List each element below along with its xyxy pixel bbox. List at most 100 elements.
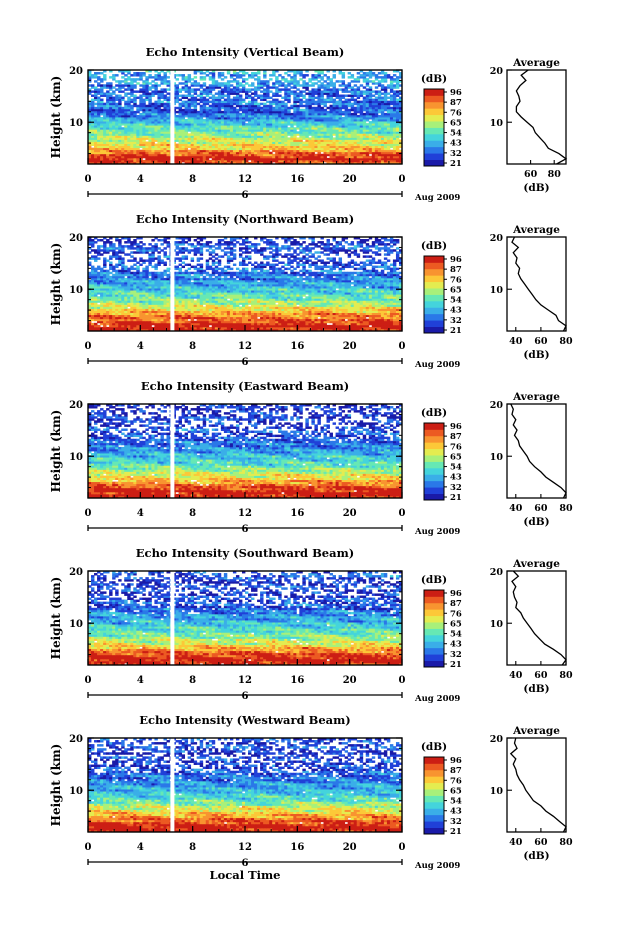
heatmap-title: Echo Intensity (Eastward Beam) bbox=[141, 379, 349, 393]
date-label: Aug 2009 bbox=[414, 861, 460, 871]
panel-3: Echo Intensity (Eastward Beam)2010Height… bbox=[49, 379, 573, 537]
average-x-label: (dB) bbox=[523, 850, 549, 862]
average-title: Average bbox=[512, 391, 560, 403]
x-tick-label: 12 bbox=[238, 842, 252, 853]
x-tick-label: 4 bbox=[137, 842, 144, 853]
colorbar bbox=[424, 89, 444, 166]
colorbar-tick-label: 76 bbox=[450, 275, 462, 285]
heatmap-title: Echo Intensity (Vertical Beam) bbox=[146, 45, 345, 59]
panel-1: Echo Intensity (Vertical Beam)2010Height… bbox=[49, 45, 566, 203]
average-x-tick-label: 80 bbox=[559, 837, 573, 848]
y-axis-label: Height (km) bbox=[49, 410, 63, 493]
average-y-tick-label: 10 bbox=[490, 786, 504, 797]
average-profile-line bbox=[516, 70, 566, 164]
y-axis-label: Height (km) bbox=[49, 577, 63, 660]
y-axis-label: Height (km) bbox=[49, 744, 63, 827]
y-tick-label: 20 bbox=[69, 734, 83, 745]
colorbar-tick-label: 21 bbox=[450, 326, 462, 336]
x-tick-label: 4 bbox=[137, 341, 144, 352]
heatmap-cells bbox=[88, 70, 402, 164]
average-x-tick-label: 60 bbox=[534, 670, 548, 681]
x-tick-label: 0 bbox=[399, 675, 406, 686]
x-tick-label: 8 bbox=[189, 341, 196, 352]
date-label: Aug 2009 bbox=[414, 694, 460, 704]
colorbar-label: (dB) bbox=[421, 574, 447, 586]
heatmap-cells bbox=[88, 571, 402, 665]
x-tick-label: 20 bbox=[343, 675, 357, 686]
colorbar-tick-label: 96 bbox=[450, 756, 462, 766]
x-tick-label: 8 bbox=[189, 675, 196, 686]
heatmap-cells bbox=[88, 404, 402, 498]
colorbar-tick-label: 96 bbox=[450, 422, 462, 432]
date-label: Aug 2009 bbox=[414, 527, 460, 537]
heatmap-cells bbox=[88, 738, 402, 832]
average-x-tick-label: 80 bbox=[559, 336, 573, 347]
y-tick-label: 10 bbox=[69, 786, 83, 797]
data-gap bbox=[170, 738, 174, 832]
colorbar-tick-label: 32 bbox=[450, 149, 462, 159]
average-x-tick-label: 80 bbox=[548, 169, 562, 180]
panel-4: Echo Intensity (Southward Beam)2010Heigh… bbox=[49, 546, 573, 704]
colorbar-tick-label: 96 bbox=[450, 88, 462, 98]
x-tick-label: 12 bbox=[238, 174, 252, 185]
heatmap-cells bbox=[88, 237, 402, 331]
data-gap bbox=[170, 237, 174, 331]
average-x-tick-label: 60 bbox=[534, 336, 548, 347]
x-tick-label: 4 bbox=[137, 508, 144, 519]
colorbar-tick-label: 87 bbox=[450, 98, 462, 108]
x-tick-label: 20 bbox=[343, 341, 357, 352]
average-y-tick-label: 20 bbox=[490, 66, 504, 77]
data-gap bbox=[170, 404, 174, 498]
colorbar-tick-label: 54 bbox=[450, 296, 462, 306]
colorbar-tick-label: 65 bbox=[450, 786, 462, 796]
average-x-tick-label: 60 bbox=[524, 169, 538, 180]
date-marker: 6 bbox=[242, 524, 249, 535]
x-tick-label: 0 bbox=[85, 675, 92, 686]
average-profile-line bbox=[512, 571, 566, 665]
y-tick-label: 10 bbox=[69, 118, 83, 129]
colorbar-tick-label: 43 bbox=[450, 640, 462, 650]
colorbar-tick-label: 76 bbox=[450, 108, 462, 118]
date-label: Aug 2009 bbox=[414, 360, 460, 370]
average-profile-line bbox=[512, 237, 566, 331]
colorbar-tick-label: 21 bbox=[450, 159, 462, 169]
average-y-tick-label: 10 bbox=[490, 619, 504, 630]
average-x-tick-label: 80 bbox=[559, 670, 573, 681]
y-tick-label: 20 bbox=[69, 567, 83, 578]
y-tick-label: 10 bbox=[69, 619, 83, 630]
x-tick-label: 0 bbox=[399, 174, 406, 185]
colorbar-tick-label: 76 bbox=[450, 609, 462, 619]
colorbar-tick-label: 87 bbox=[450, 599, 462, 609]
x-tick-label: 20 bbox=[343, 174, 357, 185]
colorbar-tick-label: 21 bbox=[450, 660, 462, 670]
colorbar-tick-label: 87 bbox=[450, 766, 462, 776]
y-tick-label: 20 bbox=[69, 66, 83, 77]
date-marker: 6 bbox=[242, 357, 249, 368]
colorbar-tick-label: 87 bbox=[450, 265, 462, 275]
average-x-label: (dB) bbox=[523, 182, 549, 194]
colorbar-tick-label: 76 bbox=[450, 776, 462, 786]
average-title: Average bbox=[512, 725, 560, 737]
x-tick-label: 20 bbox=[343, 842, 357, 853]
average-y-tick-label: 20 bbox=[490, 400, 504, 411]
average-title: Average bbox=[512, 558, 560, 570]
colorbar-tick-label: 65 bbox=[450, 452, 462, 462]
x-tick-label: 0 bbox=[85, 341, 92, 352]
y-tick-label: 20 bbox=[69, 233, 83, 244]
date-label: Aug 2009 bbox=[414, 193, 460, 203]
colorbar-tick-label: 54 bbox=[450, 630, 462, 640]
average-x-label: (dB) bbox=[523, 516, 549, 528]
average-y-tick-label: 10 bbox=[490, 118, 504, 129]
x-tick-label: 12 bbox=[238, 341, 252, 352]
average-frame bbox=[507, 70, 566, 164]
x-tick-label: 4 bbox=[137, 675, 144, 686]
average-x-tick-label: 80 bbox=[559, 503, 573, 514]
average-frame bbox=[507, 738, 566, 832]
colorbar-tick-label: 32 bbox=[450, 316, 462, 326]
average-x-label: (dB) bbox=[523, 683, 549, 695]
average-x-tick-label: 40 bbox=[509, 503, 523, 514]
date-marker: 6 bbox=[242, 691, 249, 702]
colorbar-tick-label: 43 bbox=[450, 807, 462, 817]
y-tick-label: 10 bbox=[69, 285, 83, 296]
